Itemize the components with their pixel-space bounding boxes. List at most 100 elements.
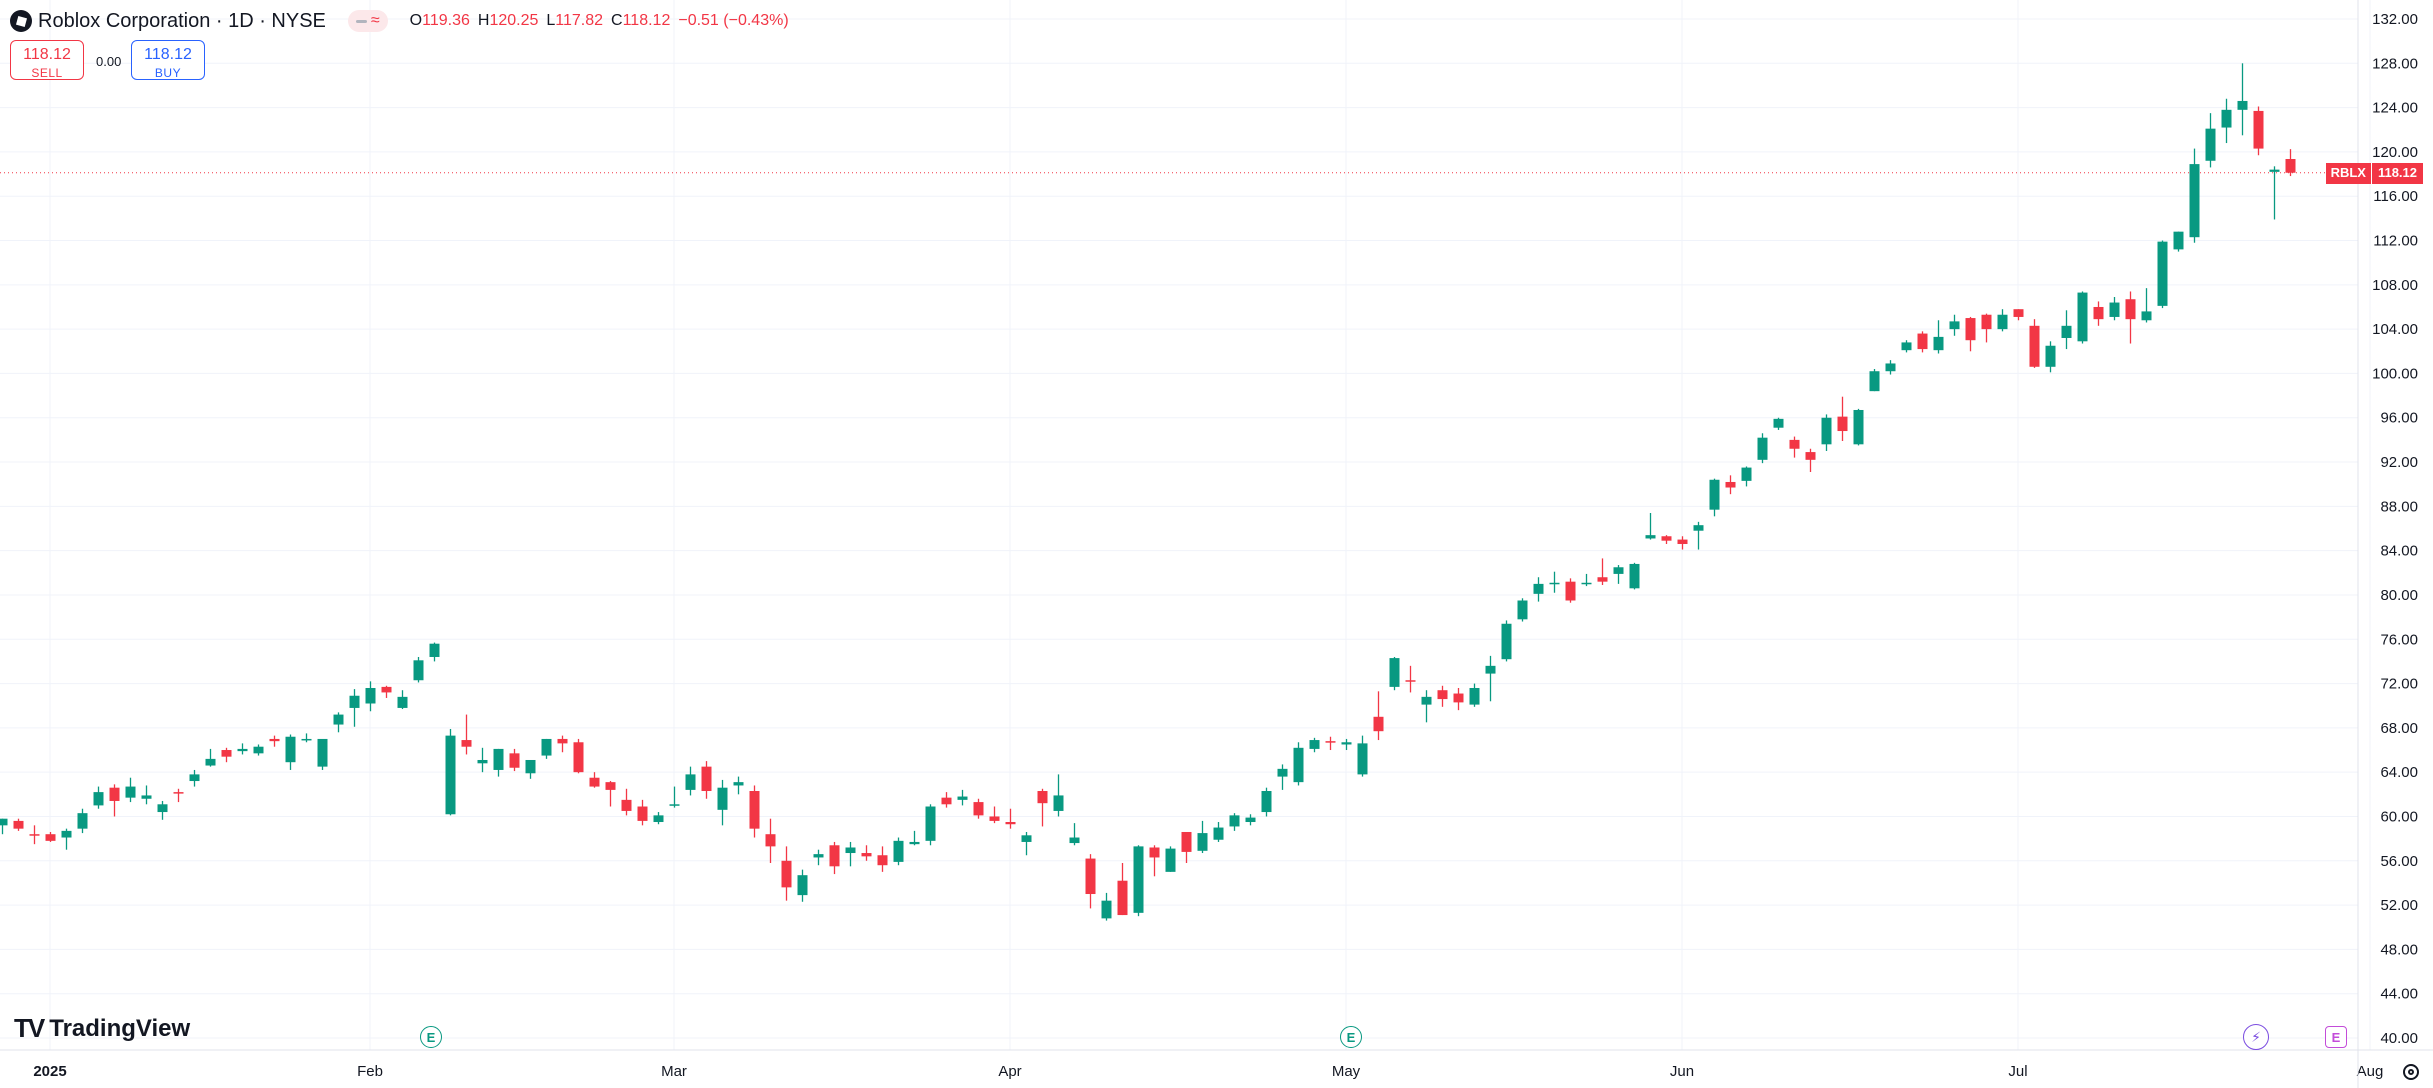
y-axis-tick-label: 80.00 [2380, 587, 2418, 604]
candle-body [1789, 439, 1800, 449]
candle-body [781, 860, 792, 888]
y-axis-tick-label: 92.00 [2380, 454, 2418, 471]
open-value: 119.36 [422, 12, 470, 29]
candle-body [2221, 109, 2232, 128]
candle-body [829, 845, 840, 867]
candle-body [2237, 100, 2248, 110]
candle-body [1261, 791, 1272, 813]
candle-body [301, 738, 312, 741]
candle-body [493, 748, 504, 770]
candle-body [1709, 479, 1720, 510]
candle-body [1629, 563, 1640, 589]
candle-body [1181, 831, 1192, 852]
candle-body [1821, 417, 1832, 445]
candle-body [717, 787, 728, 810]
candle-body [317, 738, 328, 767]
candle-body [1837, 416, 1848, 432]
candle-body [1021, 835, 1032, 842]
earnings-event-icon[interactable]: E [1340, 1026, 1362, 1048]
x-axis-tick-label: Jun [1670, 1063, 1694, 1080]
candle-body [589, 777, 600, 787]
candle-body [29, 834, 40, 836]
candle-body [1245, 817, 1256, 823]
upcoming-earnings-icon[interactable]: E [2325, 1026, 2347, 1048]
settings-gear-icon[interactable] [2403, 1064, 2419, 1080]
candle-body [2061, 325, 2072, 338]
candle-body [1197, 833, 1208, 851]
y-axis-tick-label: 72.00 [2380, 676, 2418, 693]
candle-body [557, 738, 568, 744]
y-axis-tick-label: 104.00 [2372, 321, 2418, 338]
candle-body [989, 816, 1000, 821]
candle-body [2173, 231, 2184, 250]
candle-body [1533, 583, 1544, 594]
sell-price: 118.12 [23, 46, 71, 63]
candle-body [285, 736, 296, 763]
candle-body [365, 687, 376, 704]
symbol-title[interactable]: Roblox Corporation · 1D · NYSE [38, 9, 326, 32]
sell-label: SELL [31, 66, 63, 80]
y-axis-tick-label: 76.00 [2380, 631, 2418, 648]
eye-icon [355, 19, 367, 23]
candle-body [925, 806, 936, 841]
candle-body [541, 738, 552, 756]
candle-body [2285, 159, 2296, 173]
tradingview-name: TradingView [49, 1014, 191, 1042]
tradingview-logo[interactable]: TV TradingView [14, 1013, 190, 1044]
candle-body [973, 802, 984, 816]
x-axis-tick-label: May [1332, 1063, 1361, 1080]
candle-body [237, 748, 248, 752]
tradingview-mark-icon: TV [14, 1013, 45, 1043]
y-axis-tick-label: 60.00 [2380, 808, 2418, 825]
candle-body [141, 795, 152, 799]
candle-body [1165, 848, 1176, 872]
candle-body [1005, 822, 1016, 825]
candle-body [1373, 716, 1384, 732]
candle-body [1917, 333, 1928, 350]
candle-body [93, 792, 104, 806]
candle-body [1741, 467, 1752, 481]
candle-body [221, 750, 232, 757]
candle-body [413, 660, 424, 681]
candle-body [2157, 241, 2168, 306]
candle-body [701, 766, 712, 792]
candle-body [2109, 302, 2120, 317]
candle-body [1389, 658, 1400, 687]
candle-body [637, 806, 648, 821]
candle-body [861, 853, 872, 857]
candle-body [845, 847, 856, 854]
candle-body [749, 791, 760, 829]
candle-body [941, 797, 952, 805]
candle-body [461, 740, 472, 747]
candle-body [445, 735, 456, 815]
candle-body [525, 759, 536, 774]
candle-body [813, 854, 824, 858]
candle-body [1517, 600, 1528, 620]
candle-body [1597, 577, 1608, 582]
candle-body [189, 774, 200, 782]
y-axis-tick-label: 44.00 [2380, 986, 2418, 1003]
candle-body [1213, 827, 1224, 840]
ohlc-values: O119.36 H120.25 L117.82 C118.12 −0.51 (−… [409, 12, 789, 29]
buy-button[interactable]: 118.12 BUY [131, 40, 205, 80]
candle-body [109, 787, 120, 801]
candle-body [61, 830, 72, 838]
low-value: 117.82 [555, 12, 604, 29]
candle-body [2125, 299, 2136, 320]
candle-body [269, 738, 280, 742]
y-axis-tick-label: 124.00 [2372, 100, 2418, 117]
ideas-flash-icon[interactable]: ⚡ [2243, 1024, 2269, 1050]
earnings-event-icon[interactable]: E [420, 1026, 442, 1048]
candle-body [1549, 582, 1560, 585]
candle-body [1357, 743, 1368, 775]
sell-button[interactable]: 118.12 SELL [10, 40, 84, 80]
candle-body [2029, 325, 2040, 367]
candle-body [381, 686, 392, 693]
y-axis-tick-label: 132.00 [2372, 11, 2418, 28]
y-axis-tick-label: 88.00 [2380, 498, 2418, 515]
candle-body [1805, 452, 1816, 460]
indicator-visibility-toggle[interactable]: ≈ [347, 10, 388, 32]
candle-body [1293, 747, 1304, 783]
candle-body [1501, 623, 1512, 660]
